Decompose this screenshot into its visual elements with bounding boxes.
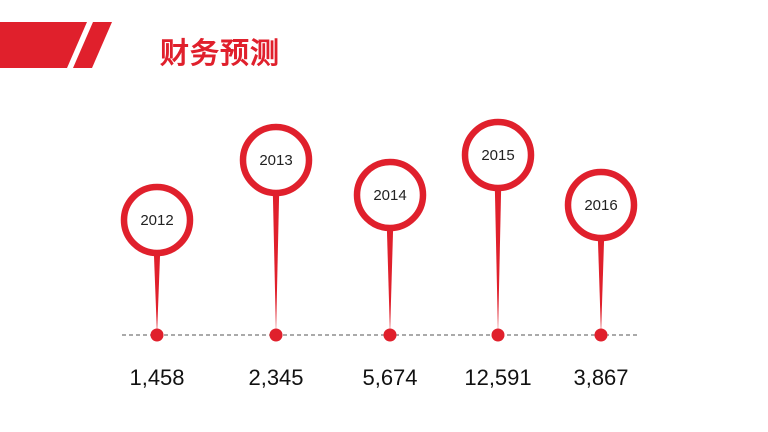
pin-base-dot [150, 328, 164, 342]
pin-head [120, 183, 194, 257]
pin-needle [386, 226, 394, 335]
pin-base-dot [383, 328, 397, 342]
year-label: 2016 [584, 197, 617, 214]
pin-base-dot [491, 328, 505, 342]
pin-base-dot [594, 328, 608, 342]
pin-marker: 2015 12,591 [461, 118, 535, 390]
pin-marker: 2013 2,345 [239, 123, 313, 390]
pin-needle [597, 236, 605, 335]
value-label: 12,591 [464, 365, 531, 390]
value-label: 5,674 [362, 365, 417, 390]
page-title: 财务预测 [160, 36, 281, 70]
year-label: 2013 [259, 152, 292, 169]
banner-bar [0, 22, 87, 68]
pin-needle [153, 251, 161, 335]
pin-marker: 2012 1,458 [120, 183, 194, 390]
year-label: 2014 [373, 187, 406, 204]
pin-marker: 2014 5,674 [353, 158, 427, 390]
pin-needle [272, 191, 280, 335]
pin-base-dot [269, 328, 283, 342]
pin-head [564, 168, 638, 242]
pin-head [239, 123, 313, 197]
year-label: 2015 [481, 147, 514, 164]
value-label: 1,458 [129, 365, 184, 390]
pin-marker: 2016 3,867 [564, 168, 638, 390]
pin-needle [494, 186, 502, 335]
pin-head [461, 118, 535, 192]
value-label: 2,345 [248, 365, 303, 390]
banner-slash [73, 22, 112, 68]
pin-head [353, 158, 427, 232]
value-label: 3,867 [573, 365, 628, 390]
year-label: 2012 [140, 212, 173, 229]
